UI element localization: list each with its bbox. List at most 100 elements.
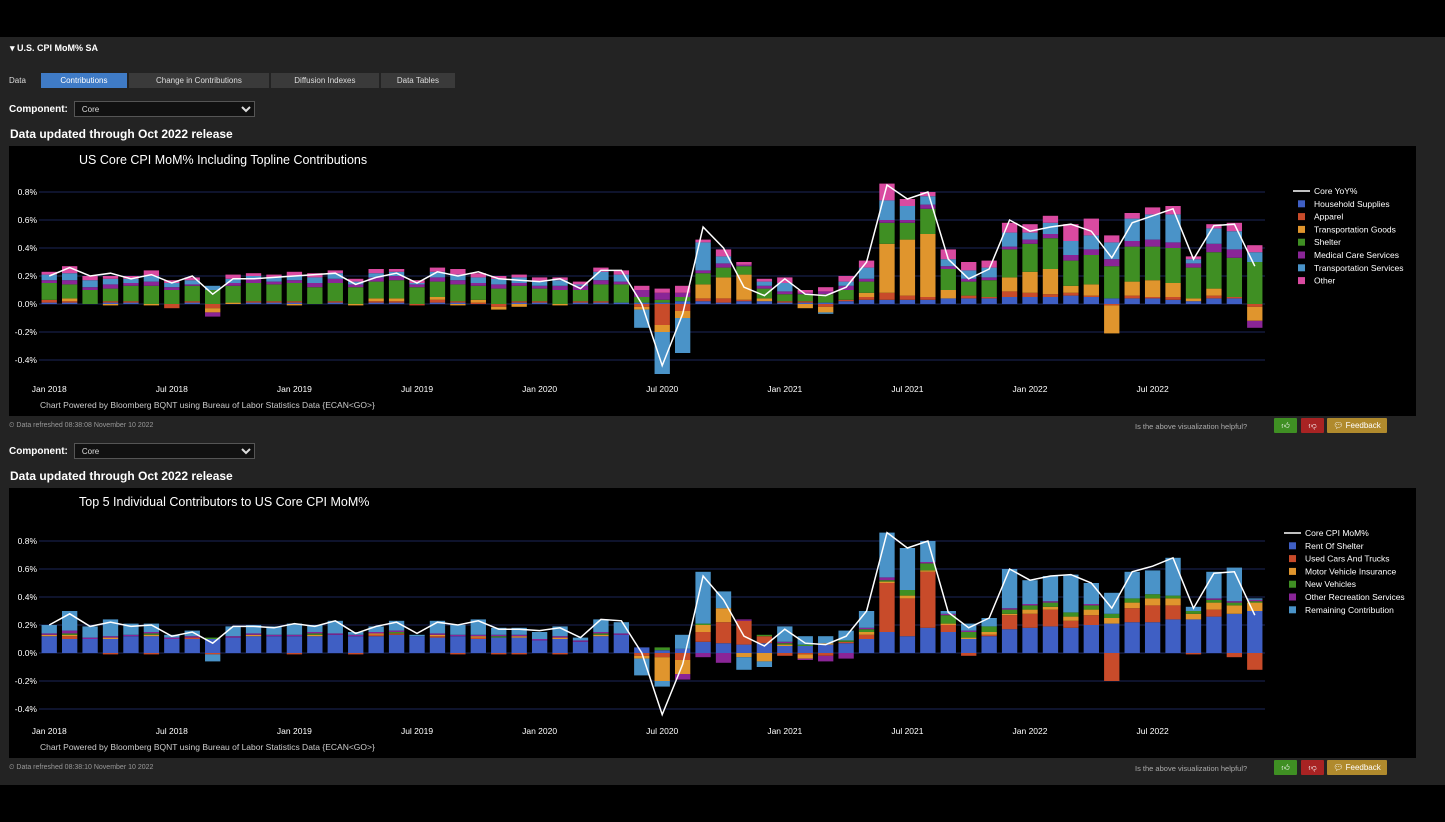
bar-segment	[368, 269, 384, 274]
bar-segment	[654, 332, 670, 374]
tab-change-in-contributions[interactable]: Change in Contributions	[128, 73, 269, 88]
bar-segment	[82, 287, 98, 290]
legend-label: Household Supplies	[1314, 199, 1390, 209]
bar-segment	[879, 222, 895, 244]
bar-segment	[715, 267, 732, 278]
bar-segment	[777, 641, 793, 644]
line-series	[48, 531, 1256, 717]
bar-segment	[409, 284, 425, 288]
feedback-button[interactable]: 💬︎ Feedback	[1327, 760, 1387, 775]
section-toggle[interactable]: ▾ U.S. CPI MoM% SA	[10, 43, 99, 53]
bar-segment	[1042, 606, 1059, 610]
legend-swatch	[1298, 251, 1305, 259]
feedback-button[interactable]: 💬︎ Feedback	[1327, 418, 1387, 433]
bar-segment	[674, 674, 691, 680]
bar-segment	[838, 290, 854, 300]
bar-segment	[1144, 239, 1161, 247]
bar-segment	[756, 661, 773, 667]
bar-segment	[797, 646, 813, 653]
bar-segment	[102, 284, 119, 289]
bar-segment	[879, 243, 895, 293]
y-tick-label: -0.4%	[15, 704, 38, 714]
bar-segment	[1165, 595, 1181, 599]
bar-segment	[1124, 622, 1140, 653]
thumbs-up-button[interactable]: 👍︎	[1274, 418, 1297, 433]
bar-segment	[368, 298, 384, 302]
component-select[interactable]: Core	[73, 443, 255, 459]
bar-segment	[981, 632, 997, 635]
thumbs-up-button[interactable]: 👍︎	[1274, 760, 1297, 775]
bar-segment	[82, 280, 98, 288]
bar-segment	[961, 653, 977, 656]
bar-segment	[1144, 622, 1161, 653]
bar-segment	[981, 277, 997, 281]
thumbs-down-button[interactable]: 👎︎	[1301, 760, 1324, 775]
bar-segment	[777, 653, 793, 656]
bar-segment	[61, 633, 78, 635]
refresh-info: ⏲ Data refreshed 08:38:10 November 10 20…	[9, 764, 153, 772]
tab-diffusion-indexes[interactable]: Diffusion Indexes	[270, 73, 379, 88]
bar-segment	[777, 643, 793, 645]
component-select[interactable]: Core	[73, 101, 255, 117]
clock-icon: ⏲	[9, 422, 15, 429]
bar-segment	[654, 657, 670, 681]
bar-segment	[899, 220, 916, 223]
bar-segment	[348, 636, 364, 653]
thumbs-down-button[interactable]: 👎︎	[1301, 418, 1324, 433]
refresh-text: Data refreshed 08:38:08 November 10 2022	[16, 422, 154, 429]
bar-segment	[552, 636, 568, 638]
bar-segment	[858, 627, 875, 630]
bar-segment	[1144, 594, 1161, 599]
bar-segment	[1104, 259, 1120, 267]
bar-segment	[348, 278, 364, 282]
bar-segment	[858, 297, 875, 300]
bar-segment	[552, 639, 568, 653]
bar-segment	[225, 636, 241, 638]
bar-segment	[61, 636, 78, 639]
tab-data-tables[interactable]: Data Tables	[380, 73, 455, 88]
bar-segment	[1001, 246, 1018, 250]
section-title: U.S. CPI MoM% SA	[17, 43, 99, 53]
bar-segment	[838, 301, 854, 304]
bar-segment	[1001, 569, 1018, 609]
bar-segment	[1247, 245, 1263, 253]
bar-segment	[940, 249, 956, 260]
bar-segment	[388, 632, 405, 634]
bar-segment	[388, 276, 405, 281]
x-tick-label: Jan 2018	[32, 384, 67, 394]
bar-segment	[777, 277, 793, 283]
bar-segment	[123, 285, 139, 302]
legend-label: Apparel	[1314, 212, 1343, 222]
bar-segment	[164, 639, 180, 653]
bar-segment	[1144, 280, 1161, 297]
bar-segment	[818, 306, 834, 313]
bar-segment	[1083, 295, 1099, 297]
bar-segment	[797, 654, 813, 659]
bar-segment	[470, 299, 486, 303]
bar-segment	[1144, 598, 1161, 606]
tab-contributions[interactable]: Contributions	[40, 73, 127, 88]
bar-segment	[491, 284, 507, 289]
bar-segment	[1124, 213, 1140, 219]
bar-segment	[1124, 598, 1140, 603]
bar-segment	[1083, 218, 1099, 236]
bar-segment	[858, 611, 875, 628]
bar-segment	[552, 285, 568, 290]
bar-segment	[143, 634, 160, 637]
helpful-question: Is the above visualization helpful?	[1135, 764, 1248, 773]
bar-segment	[1063, 292, 1079, 296]
bar-segment	[1144, 297, 1161, 299]
bar-segment	[205, 290, 221, 304]
bar-segment	[674, 301, 691, 304]
bar-segment	[634, 655, 650, 659]
bar-segment	[797, 301, 813, 303]
bar-segment	[61, 302, 78, 304]
bar-segment	[61, 630, 78, 634]
bar-segment	[1063, 612, 1079, 617]
bar-segment	[858, 634, 875, 639]
bar-segment	[572, 640, 589, 642]
bar-segment	[961, 278, 977, 282]
bar-segment	[1104, 613, 1120, 618]
data-tabs: Data Contributions Change in Contributio…	[9, 73, 457, 88]
bar-segment	[491, 278, 507, 285]
